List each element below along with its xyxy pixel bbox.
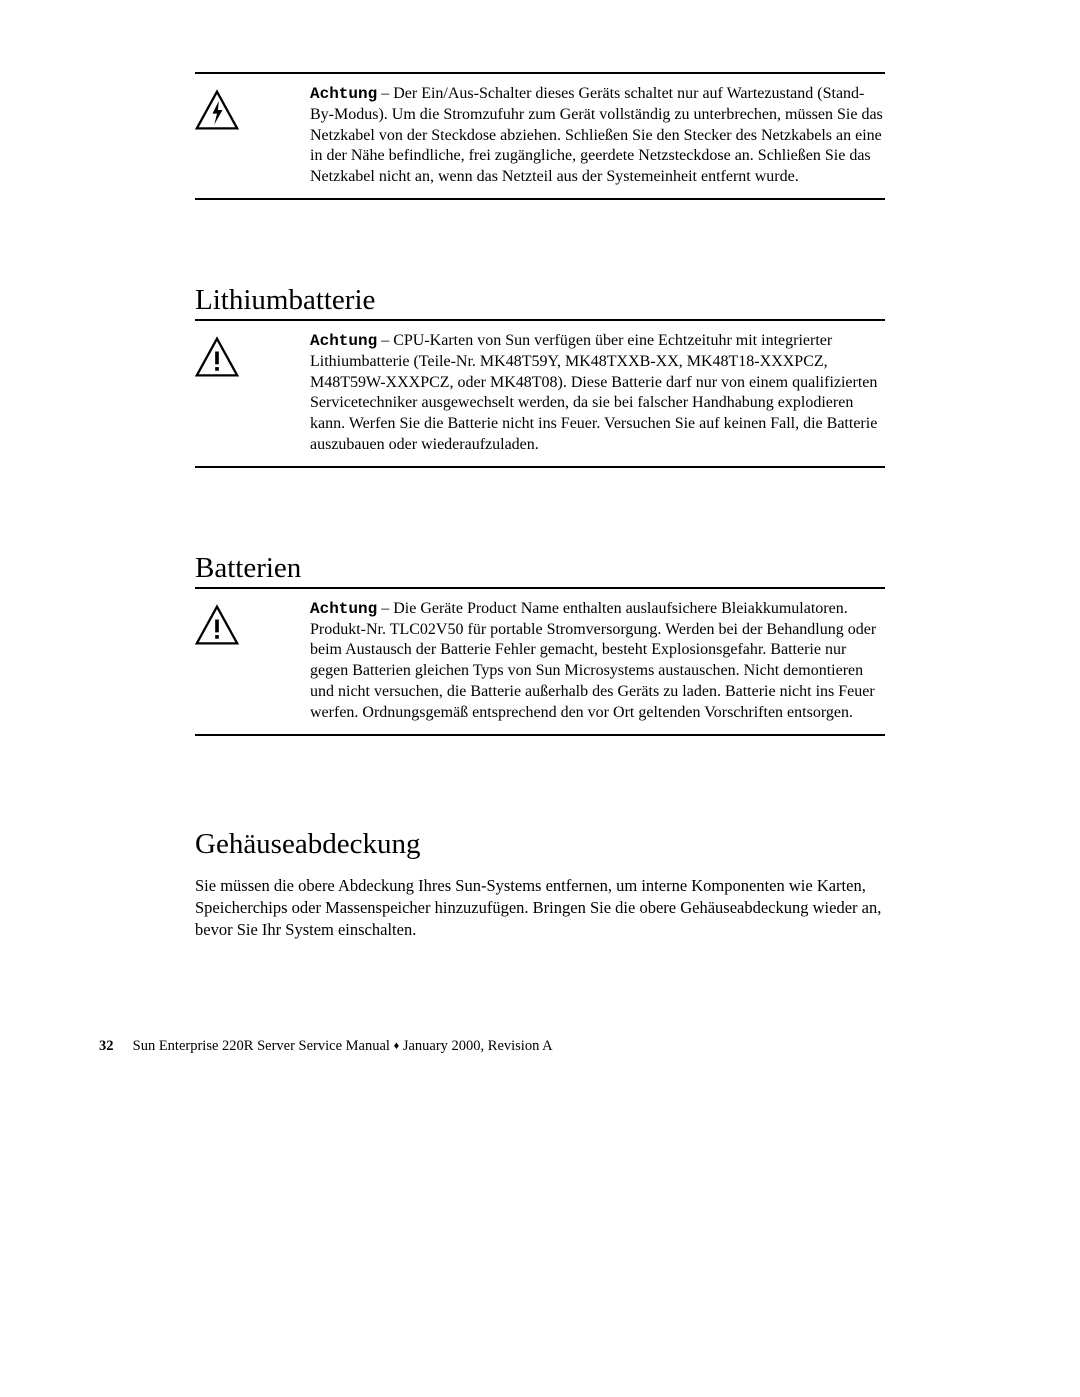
warning-lithium-text: Achtung – CPU-Karten von Sun verfügen üb… [255,331,885,456]
page-footer: 32 Sun Enterprise 220R Server Service Ma… [99,1038,899,1055]
warning-lead: Achtung [310,332,377,350]
footer-title: Sun Enterprise 220R Server Service Manua… [133,1038,394,1054]
cover-paragraph: Sie müssen die obere Abdeckung Ihres Sun… [195,875,885,942]
warning-body: – Der Ein/Aus-Schalter dieses Geräts sch… [310,85,883,185]
page: Achtung – Der Ein/Aus-Schalter dieses Ge… [0,0,1080,1397]
warning-power: Achtung – Der Ein/Aus-Schalter dieses Ge… [195,72,885,200]
warning-power-text: Achtung – Der Ein/Aus-Schalter dieses Ge… [255,84,885,188]
warning-batteries: Achtung – Die Geräte Product Name enthal… [195,587,885,736]
heading-batteries: Batterien [195,552,885,585]
page-number: 32 [99,1038,129,1055]
warning-lithium: Achtung – CPU-Karten von Sun verfügen üb… [195,319,885,468]
caution-icon [195,331,255,384]
footer-tail: January 2000, Revision A [399,1038,552,1054]
heading-cover: Gehäuseabdeckung [195,828,885,861]
warning-body: – Die Geräte Product Name enthalten ausl… [310,600,876,721]
caution-icon [195,599,255,652]
heading-lithium: Lithiumbatterie [195,284,885,317]
warning-lead: Achtung [310,600,377,618]
warning-batteries-text: Achtung – Die Geräte Product Name enthal… [255,599,885,724]
electric-hazard-icon [195,84,255,137]
warning-body: – CPU-Karten von Sun verfügen über eine … [310,332,877,453]
warning-lead: Achtung [310,85,377,103]
